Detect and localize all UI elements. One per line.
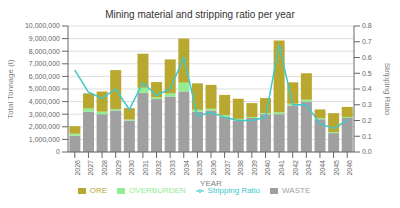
svg-text:Total Tonnage (t): Total Tonnage (t) bbox=[8, 59, 15, 119]
svg-text:1,000,000: 1,000,000 bbox=[29, 136, 60, 143]
svg-text:0.7: 0.7 bbox=[362, 38, 372, 45]
svg-text:2040: 2040 bbox=[264, 160, 271, 176]
svg-text:7,000,000: 7,000,000 bbox=[29, 60, 60, 67]
svg-text:2039: 2039 bbox=[251, 160, 258, 176]
svg-text:2042: 2042 bbox=[292, 160, 299, 176]
svg-text:0.4: 0.4 bbox=[362, 85, 372, 92]
svg-text:0.1: 0.1 bbox=[362, 133, 372, 140]
svg-text:0.3: 0.3 bbox=[362, 101, 372, 108]
svg-text:2045: 2045 bbox=[333, 160, 340, 176]
svg-text:10,000,000: 10,000,000 bbox=[25, 22, 60, 29]
svg-text:2029: 2029 bbox=[115, 160, 122, 176]
svg-text:0.0: 0.0 bbox=[362, 148, 372, 155]
svg-text:2038: 2038 bbox=[237, 160, 244, 176]
svg-text:2027: 2027 bbox=[87, 160, 94, 176]
svg-text:2037: 2037 bbox=[224, 160, 231, 176]
svg-text:0.8: 0.8 bbox=[362, 22, 372, 29]
svg-text:2030: 2030 bbox=[128, 160, 135, 176]
svg-text:2035: 2035 bbox=[196, 160, 203, 176]
svg-text:2044: 2044 bbox=[319, 160, 326, 176]
svg-text:2034: 2034 bbox=[183, 160, 190, 176]
svg-text:2041: 2041 bbox=[278, 160, 285, 176]
svg-text:2046: 2046 bbox=[346, 160, 353, 176]
svg-text:6,000,000: 6,000,000 bbox=[29, 73, 60, 80]
svg-text:YEAR: YEAR bbox=[200, 179, 222, 188]
html-text:Mining material and stripping: Mining material and stripping ratio per … bbox=[105, 9, 295, 20]
svg-text:2031: 2031 bbox=[142, 160, 149, 176]
svg-text:2028: 2028 bbox=[101, 160, 108, 176]
svg-text:9,000,000: 9,000,000 bbox=[29, 35, 60, 42]
svg-text:0.6: 0.6 bbox=[362, 54, 372, 61]
html-text:OVERBURDEN: OVERBURDEN bbox=[129, 186, 186, 195]
svg-text:0: 0 bbox=[56, 148, 60, 155]
html-text:ORE: ORE bbox=[89, 186, 108, 195]
svg-text:8,000,000: 8,000,000 bbox=[29, 48, 60, 55]
html-text:WASTE: WASTE bbox=[282, 186, 311, 195]
svg-text:2036: 2036 bbox=[210, 160, 217, 176]
svg-text:5,000,000: 5,000,000 bbox=[29, 85, 60, 92]
svg-text:2033: 2033 bbox=[169, 160, 176, 176]
svg-text:2032: 2032 bbox=[155, 160, 162, 176]
svg-text:2043: 2043 bbox=[305, 160, 312, 176]
svg-text:2026: 2026 bbox=[74, 160, 81, 176]
svg-text:0.5: 0.5 bbox=[362, 70, 372, 77]
svg-text:2,000,000: 2,000,000 bbox=[29, 123, 60, 130]
svg-text:0.2: 0.2 bbox=[362, 117, 372, 124]
html-text:Stripping Ratio: Stripping Ratio bbox=[207, 186, 261, 195]
svg-text:4,000,000: 4,000,000 bbox=[29, 98, 60, 105]
svg-text:3,000,000: 3,000,000 bbox=[29, 111, 60, 118]
svg-text:Stripping Ratio: Stripping Ratio bbox=[383, 63, 392, 116]
